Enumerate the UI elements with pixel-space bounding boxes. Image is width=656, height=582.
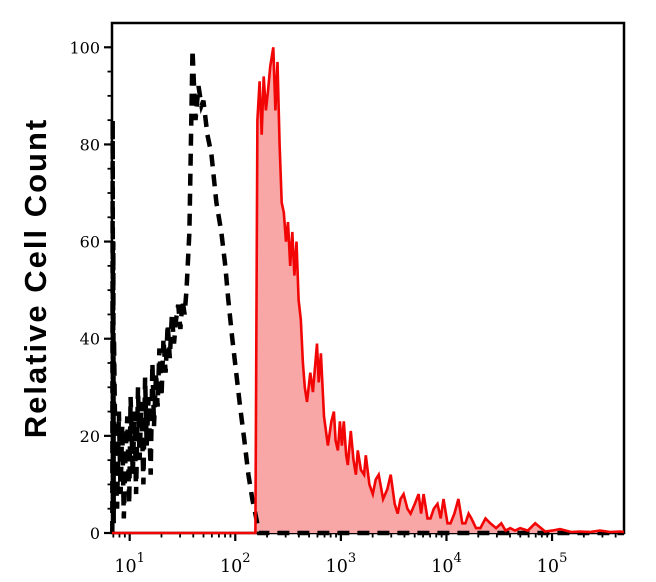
x-tick-label: 105	[537, 551, 568, 577]
x-tick-label: 103	[326, 551, 357, 577]
axis-tick-labels: 101 102 103 104 105 0 20 40 60 80 100	[69, 38, 567, 577]
x-tick-label: 102	[220, 551, 251, 577]
y-axis-label: Relative Cell Count	[18, 118, 53, 439]
plot-frame	[110, 21, 626, 535]
y-tick-label: 60	[80, 233, 100, 252]
y-tick-label: 80	[80, 135, 100, 154]
x-tick-label: 101	[114, 551, 145, 577]
x-tick-label: 104	[431, 551, 462, 577]
y-tick-label: 40	[80, 330, 100, 349]
series-curves	[110, 47, 625, 536]
y-tick-label: 0	[90, 524, 100, 543]
y-tick-label: 20	[80, 427, 100, 446]
isotype-control-curve	[110, 49, 624, 536]
stained-sample-curve	[112, 47, 625, 535]
y-tick-label: 100	[69, 38, 100, 57]
